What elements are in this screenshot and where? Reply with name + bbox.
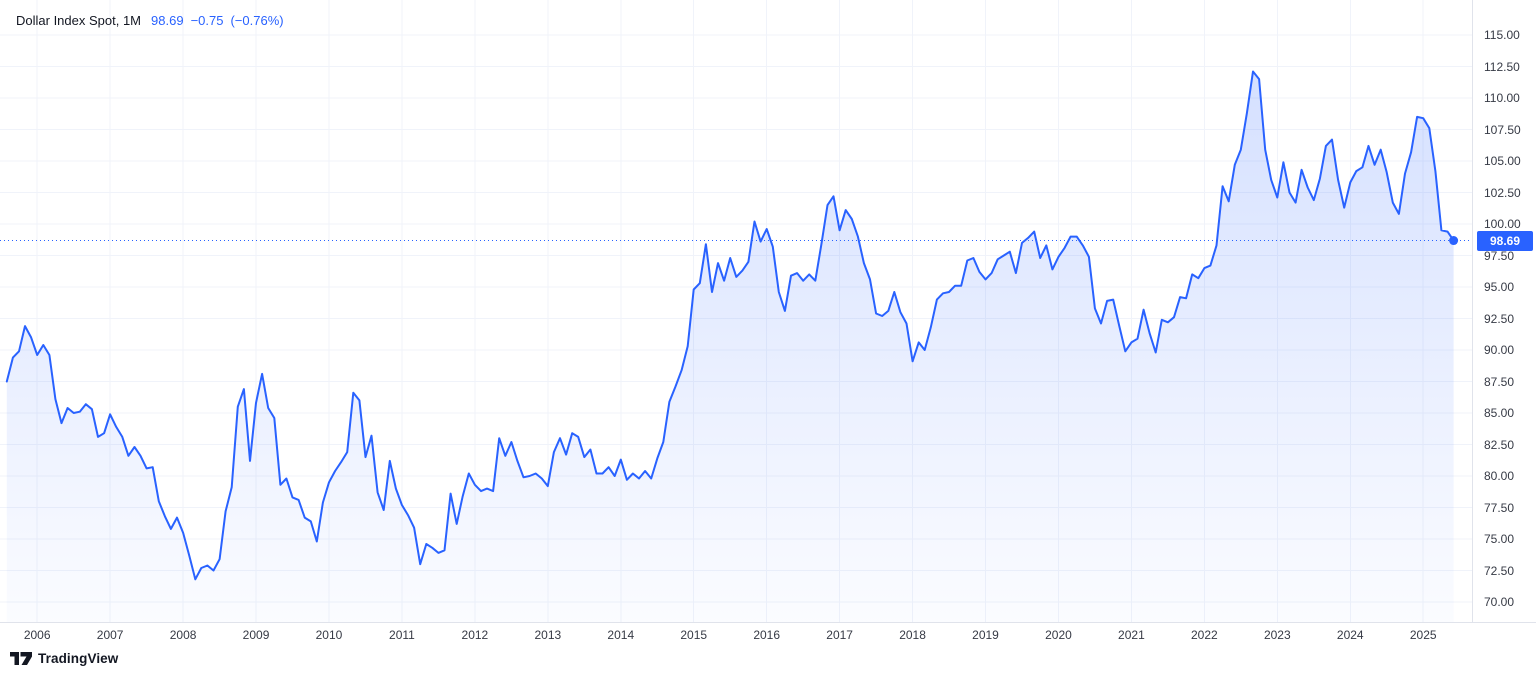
year-tick-label: 2018 — [899, 628, 926, 642]
tradingview-mark-icon — [10, 652, 32, 665]
year-tick-label: 2016 — [753, 628, 781, 642]
year-tick-label: 2019 — [972, 628, 999, 642]
year-tick-label: 2021 — [1118, 628, 1145, 642]
time-axis[interactable]: 2006 2007 2008 2009 2010 2011 2012 2013 2014 2015… — [0, 622, 1536, 649]
year-tick-label: 2007 — [96, 628, 124, 642]
price-tick-label: 105.00 — [1484, 154, 1521, 168]
price-tick-label: 107.50 — [1484, 122, 1521, 137]
year-tick-label: 2020 — [1045, 628, 1072, 642]
last-price-marker — [1449, 236, 1459, 246]
price-tick-label: 115.00 — [1484, 28, 1520, 42]
year-tick-label: 2006 — [23, 628, 51, 642]
symbol-title: Dollar Index Spot, 1M — [16, 13, 142, 28]
price-tick-label: 102.50 — [1484, 185, 1521, 200]
tradingview-logo-link[interactable]: TradingView — [10, 651, 118, 666]
price-tick-label: 70.00 — [1484, 595, 1515, 609]
year-tick-label: 2017 — [826, 628, 853, 642]
year-tick-label: 2023 — [1263, 628, 1291, 642]
price-tick-label: 90.00 — [1484, 343, 1515, 357]
price-tick-label: 112.50 — [1484, 59, 1520, 74]
year-tick-label: 2025 — [1409, 628, 1437, 642]
year-tick-label: 2010 — [315, 628, 343, 642]
year-tick-label: 2015 — [680, 628, 708, 642]
legend-change-percent: (−0.76%) — [230, 13, 284, 28]
chart-canvas[interactable] — [0, 0, 1472, 622]
year-tick-label: 2013 — [534, 628, 562, 642]
year-tick-label: 2014 — [607, 628, 635, 642]
price-tick-label: 95.00 — [1484, 280, 1515, 294]
price-tick-label: 92.50 — [1484, 311, 1515, 326]
area-series — [5, 70, 1455, 622]
price-tick-label: 87.50 — [1484, 374, 1515, 389]
price-tick-label: 75.00 — [1484, 532, 1515, 546]
price-tick-label: 97.50 — [1484, 248, 1515, 263]
year-tick-label: 2008 — [169, 628, 197, 642]
price-tick-label: 80.00 — [1484, 469, 1515, 483]
year-tick-label: 2012 — [461, 628, 489, 642]
price-tick-label: 85.00 — [1484, 406, 1515, 420]
year-tick-label: 2022 — [1191, 628, 1218, 642]
year-tick-label: 2009 — [242, 628, 270, 642]
tradingview-logo-text: TradingView — [38, 651, 119, 666]
symbol-legend[interactable]: Dollar Index Spot, 1M 98.69 −0.75 (−0.76%) — [16, 12, 284, 30]
year-tick-label: 2011 — [389, 628, 415, 642]
price-tick-label: 72.50 — [1484, 563, 1515, 578]
legend-last-price: 98.69 — [151, 13, 184, 28]
price-tick-label: 82.50 — [1484, 437, 1515, 452]
chart-pane[interactable] — [0, 0, 1472, 622]
price-tick-label: 77.50 — [1484, 500, 1515, 515]
price-tick-label: 100.00 — [1484, 217, 1521, 231]
price-axis[interactable]: 98.69 115.00 112.50 110.00 107.50 105.00 102.… — [1472, 0, 1536, 622]
legend-change: −0.75 — [190, 13, 224, 28]
price-tick-label: 110.00 — [1484, 91, 1520, 105]
year-tick-label: 2024 — [1336, 628, 1364, 642]
current-price-label: 98.69 — [1477, 230, 1533, 251]
